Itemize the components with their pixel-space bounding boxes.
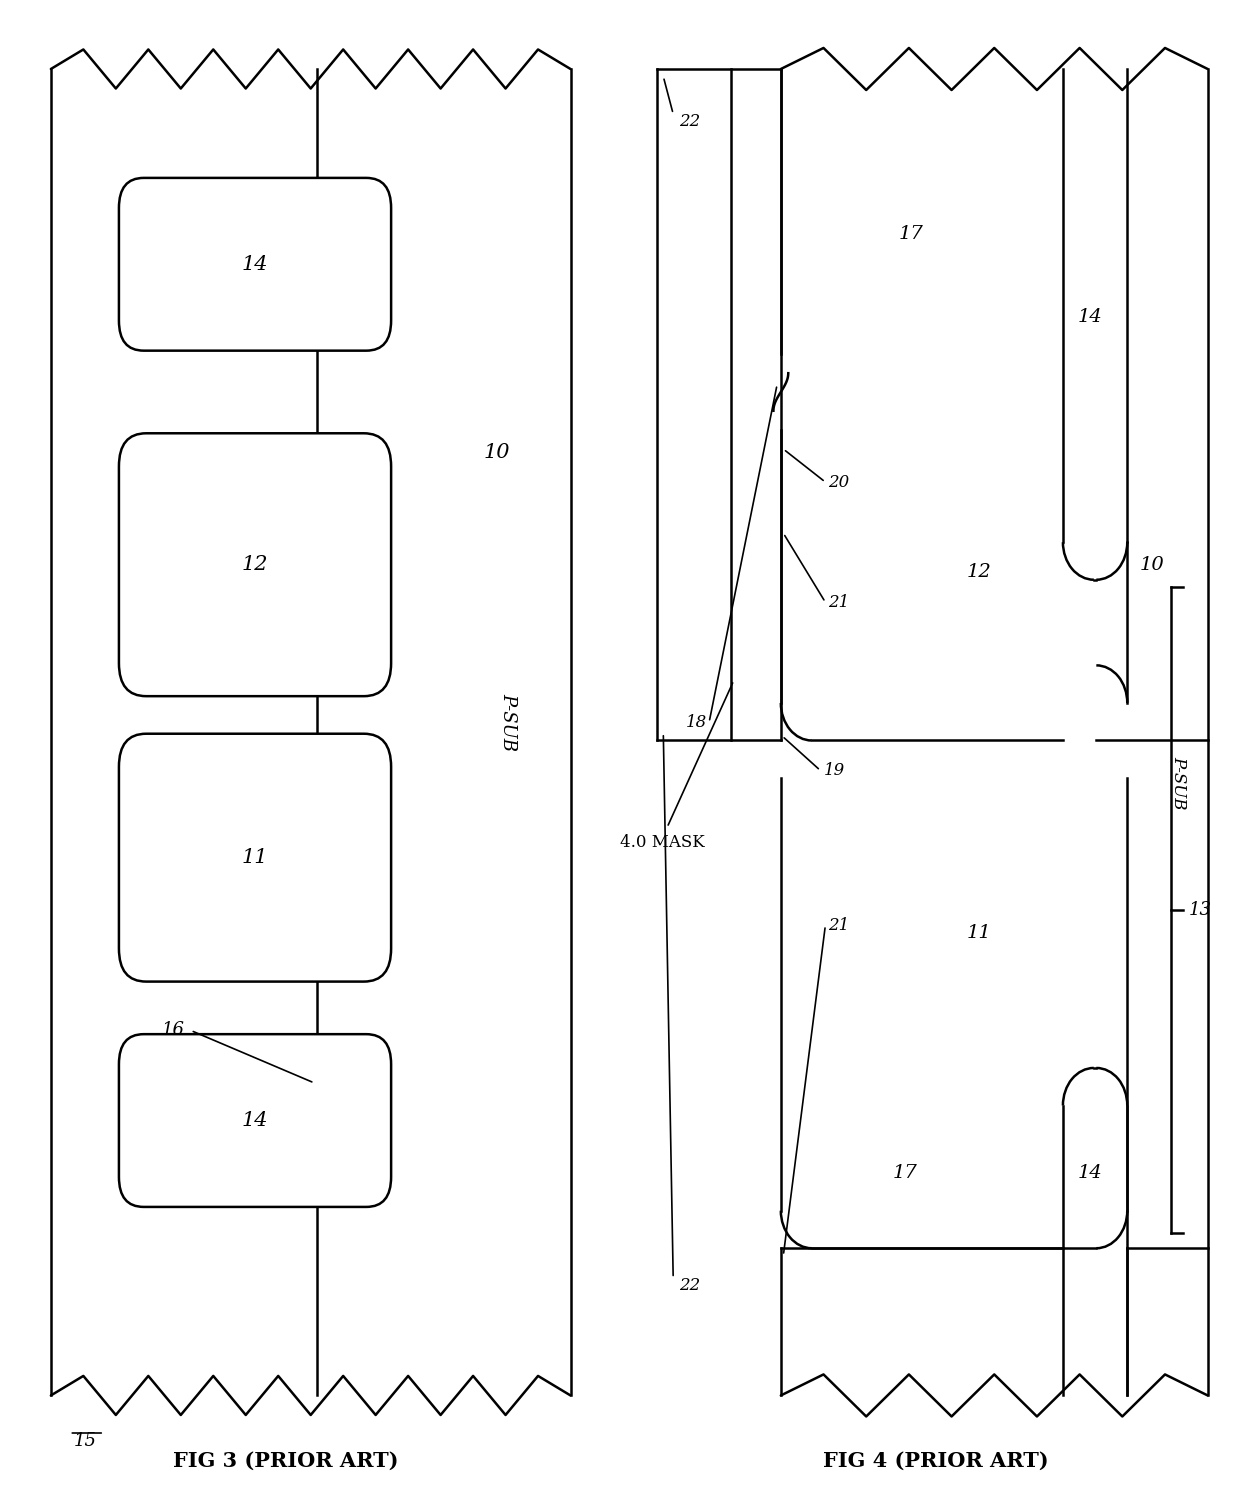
- Text: FIG 4 (PRIOR ART): FIG 4 (PRIOR ART): [822, 1451, 1048, 1470]
- Text: 11: 11: [242, 849, 268, 867]
- Text: 10: 10: [1140, 555, 1164, 573]
- Text: 12: 12: [966, 563, 991, 581]
- Text: P-SUB: P-SUB: [1171, 756, 1188, 810]
- Text: 21: 21: [828, 594, 849, 611]
- Text: 18: 18: [686, 713, 707, 731]
- FancyBboxPatch shape: [119, 433, 391, 697]
- Text: 13: 13: [1189, 901, 1213, 920]
- Text: 11: 11: [966, 924, 991, 942]
- Text: 22: 22: [680, 1278, 701, 1294]
- Text: FIG 3 (PRIOR ART): FIG 3 (PRIOR ART): [174, 1451, 399, 1470]
- Text: 20: 20: [828, 474, 849, 491]
- FancyBboxPatch shape: [119, 178, 391, 351]
- Text: P-SUB: P-SUB: [500, 694, 517, 751]
- Text: 14: 14: [242, 254, 268, 274]
- Text: 14: 14: [242, 1111, 268, 1130]
- Text: 14: 14: [1078, 1165, 1102, 1181]
- Text: 17: 17: [893, 1165, 916, 1181]
- Text: 19: 19: [825, 762, 846, 780]
- Text: 4.0 MASK: 4.0 MASK: [620, 834, 704, 852]
- Text: 17: 17: [898, 226, 923, 244]
- Text: 21: 21: [828, 917, 849, 933]
- Text: 22: 22: [680, 113, 701, 129]
- Text: 15: 15: [74, 1431, 97, 1449]
- FancyBboxPatch shape: [119, 734, 391, 981]
- Text: 12: 12: [242, 555, 268, 575]
- FancyBboxPatch shape: [119, 1034, 391, 1207]
- Text: 14: 14: [1078, 309, 1102, 327]
- Text: 16: 16: [161, 1022, 185, 1040]
- Text: 10: 10: [484, 442, 511, 462]
